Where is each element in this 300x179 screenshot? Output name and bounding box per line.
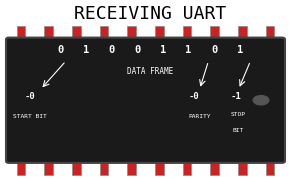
Text: DATA FRAME: DATA FRAME: [127, 67, 173, 76]
Bar: [72, 160, 80, 175]
Bar: [211, 160, 219, 175]
Text: START BIT: START BIT: [13, 114, 47, 119]
Bar: [100, 160, 108, 175]
Text: 0: 0: [134, 45, 140, 55]
Text: BIT: BIT: [233, 128, 244, 133]
Bar: [155, 26, 164, 40]
FancyBboxPatch shape: [6, 38, 285, 163]
Text: RECEIVING UART: RECEIVING UART: [74, 5, 226, 23]
Bar: [17, 26, 25, 40]
Text: 1: 1: [185, 45, 192, 55]
Text: 0: 0: [211, 45, 218, 55]
Bar: [266, 26, 274, 40]
Circle shape: [253, 96, 269, 105]
Bar: [44, 26, 53, 40]
Bar: [128, 26, 136, 40]
Bar: [155, 160, 164, 175]
Text: 0: 0: [108, 45, 115, 55]
Bar: [100, 26, 108, 40]
Bar: [44, 160, 53, 175]
Text: -0: -0: [25, 92, 35, 101]
Text: STOP: STOP: [231, 112, 246, 117]
Text: -0: -0: [188, 92, 199, 101]
Text: -1: -1: [230, 92, 241, 101]
Bar: [183, 26, 191, 40]
Bar: [17, 160, 25, 175]
Bar: [238, 160, 247, 175]
Bar: [266, 160, 274, 175]
Text: 1: 1: [82, 45, 89, 55]
Bar: [183, 160, 191, 175]
Bar: [72, 26, 80, 40]
Text: 0: 0: [57, 45, 63, 55]
Bar: [211, 26, 219, 40]
Bar: [238, 26, 247, 40]
Bar: [128, 160, 136, 175]
Text: PARITY: PARITY: [188, 114, 211, 119]
Text: 1: 1: [160, 45, 166, 55]
Text: 1: 1: [237, 45, 243, 55]
